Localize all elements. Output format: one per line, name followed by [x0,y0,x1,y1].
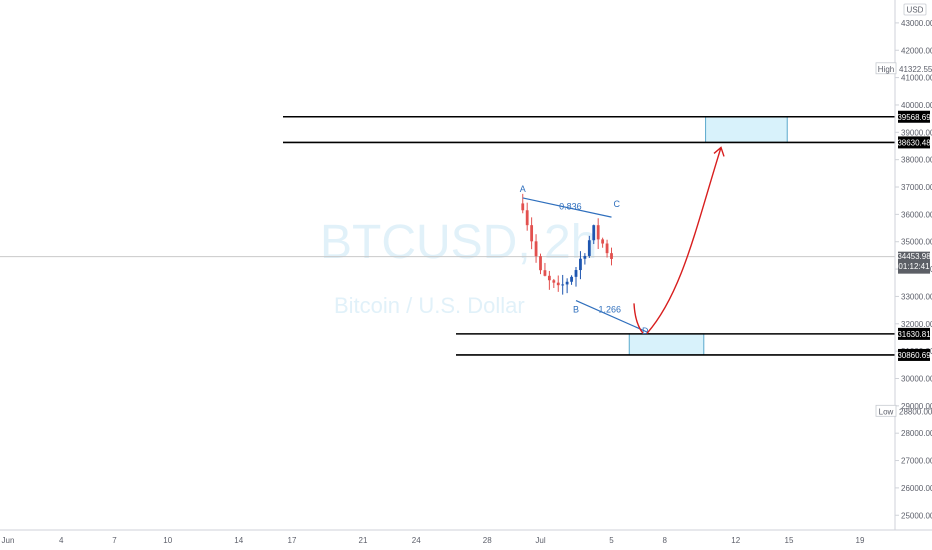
watermark-name: Bitcoin / U.S. Dollar [334,293,525,318]
price-tick-label: 35000.00 [901,238,932,247]
projection-arrow-head [713,146,725,157]
level-tag: 38630.48 [897,136,931,149]
bar-countdown: 01:12:41 [898,262,930,271]
price-tick-label: 32000.00 [901,320,932,329]
time-tick-label: 17 [288,536,297,545]
price-tick-label: 42000.00 [901,46,932,55]
last-price-tag: 34453.98 01:12:41 [897,251,931,274]
low-marker: Low 28800.00 [875,404,932,417]
candle-body [601,239,605,244]
low-label: Low [879,407,894,416]
time-tick-label: 4 [59,536,64,545]
currency-label: USD [907,6,924,15]
candle-body [534,241,538,257]
candle-body [587,240,591,256]
candle-body [530,225,534,242]
price-tick-label: 39000.00 [901,128,932,137]
time-tick-label: 8 [663,536,668,545]
last-price-value: 34453.98 [897,252,931,261]
price-tick-label: 25000.00 [901,511,932,520]
candle-body [583,255,587,259]
high-label: High [878,65,894,74]
time-tick-label: 24 [412,536,421,545]
candlestick-series [521,193,613,295]
svg-text:31630.81: 31630.81 [897,330,931,339]
price-tick-label: 26000.00 [901,484,932,493]
price-tick-label: 30000.00 [901,374,932,383]
watermark-symbol: BTCUSD, 2h [320,216,597,269]
ratio-label-ac: 0.836 [559,202,582,212]
price-tick-label: 40000.00 [901,101,932,110]
candle-body [570,276,573,282]
candle-body [561,284,565,286]
time-tick-label: 19 [856,536,865,545]
pattern-point-b: B [573,305,579,315]
price-tick-label: 43000.00 [901,19,932,28]
projection-arrow[interactable] [646,147,722,334]
price-axis[interactable]: 25000.00 26000.00 27000.00 28000.00 29000.00… [895,19,932,520]
level-tag: 39568.69 [897,110,931,123]
currency-badge: USD [903,3,927,16]
time-tick-label: 5 [609,536,614,545]
candle-body [610,253,613,259]
ratio-label-bd: 1.266 [599,304,622,314]
price-tick-label: 38000.00 [901,156,932,165]
candle-body [525,210,529,226]
price-tick-label: 36000.00 [901,210,932,219]
time-tick-label: 15 [785,536,794,545]
harmonic-pattern[interactable]: A B C D 0.836 1.266 [520,184,649,336]
high-marker: High 41322.55 [875,62,932,75]
time-tick-label: 28 [483,536,492,545]
price-tick-label: 28000.00 [901,429,932,438]
projection-hook [633,303,644,334]
pattern-point-d: D [642,326,649,336]
candle-body [539,256,542,271]
price-tick-label: 41000.00 [901,74,932,83]
pattern-line-bd [575,299,648,333]
high-value: 41322.55 [899,65,932,74]
svg-text:30860.69: 30860.69 [897,351,931,360]
level-tag: 30860.69 [897,348,931,361]
candle-body [574,270,578,277]
support-zone [628,333,705,356]
pattern-line-ac [522,197,612,218]
time-tick-label: 12 [731,536,740,545]
time-tick-label: 21 [359,536,368,545]
time-tick-label: Jun [2,536,15,545]
pattern-point-a: A [520,184,526,194]
candle-body [579,258,582,271]
symbol-watermark: BTCUSD, 2h Bitcoin / U.S. Dollar [320,216,597,318]
candle-body [552,280,556,283]
candle-body [556,282,560,286]
target-zone [705,116,788,143]
low-value: 28800.00 [899,407,932,416]
candle-body [565,281,569,285]
candle-body [605,243,609,254]
time-axis[interactable]: Jun 4 7 10 14 17 21 24 28 Jul 5 8 12 15 19 [2,536,865,545]
svg-text:38630.48: 38630.48 [897,138,931,147]
svg-text:39568.69: 39568.69 [897,113,931,122]
price-tick-label: 27000.00 [901,457,932,466]
level-tag: 31630.81 [897,327,931,340]
candle-body [592,225,596,241]
time-tick-label: 14 [234,536,243,545]
candle-body [543,270,547,276]
time-tick-label: 10 [163,536,172,545]
candle-body [521,203,525,211]
price-tick-label: 37000.00 [901,183,932,192]
level-price-tags: 39568.69 38630.48 31630.81 30860.69 [897,110,931,361]
pattern-point-c: C [614,199,621,209]
candle-body [596,225,600,240]
time-tick-label: 7 [112,536,117,545]
price-tick-label: 33000.00 [901,292,932,301]
price-tick-label: 29000.00 [901,402,932,411]
time-tick-label: Jul [535,536,545,545]
candle-body [547,275,551,281]
